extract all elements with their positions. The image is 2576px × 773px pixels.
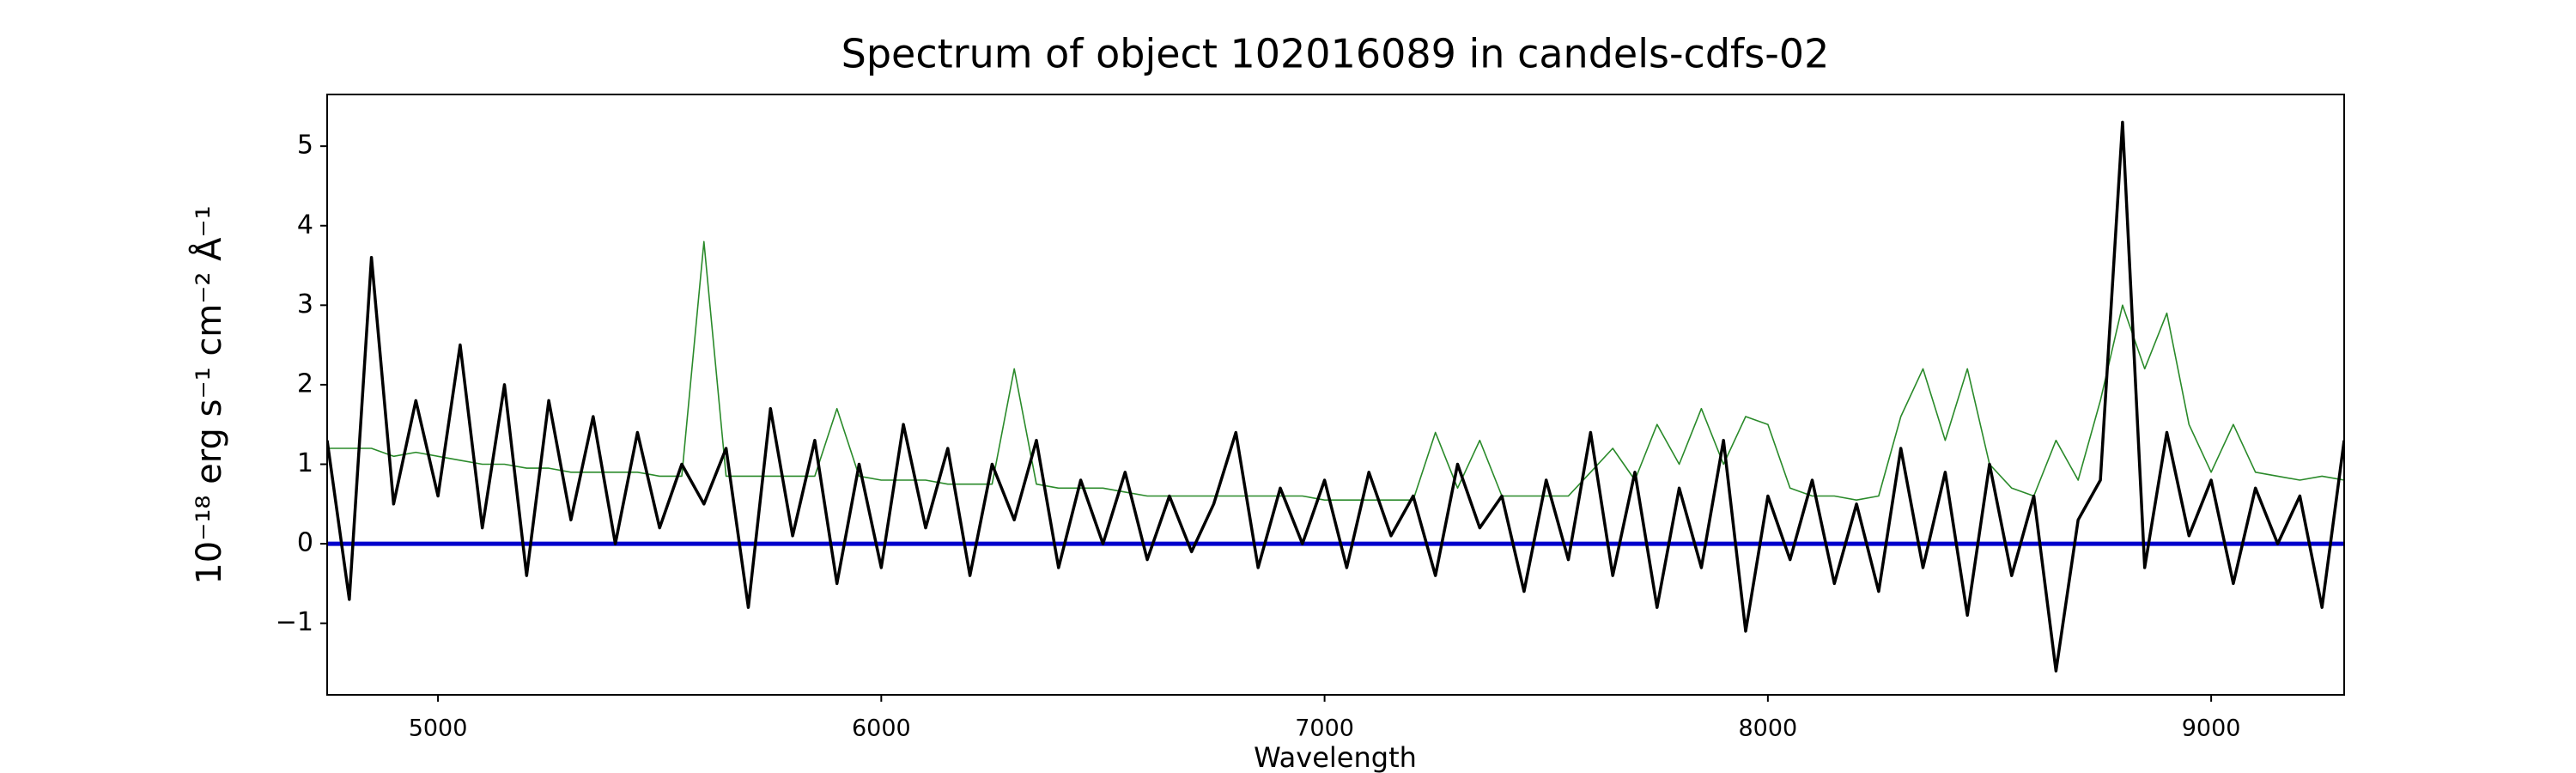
y-tick-label: 4 bbox=[297, 210, 313, 240]
y-tick-label: 2 bbox=[297, 368, 313, 399]
y-tick-label: 3 bbox=[297, 289, 313, 320]
spectrum-line bbox=[327, 120, 2344, 673]
x-tick-label: 9000 bbox=[2182, 715, 2241, 742]
x-axis-label: Wavelength bbox=[1254, 741, 1417, 773]
y-tick-label: −1 bbox=[276, 607, 313, 637]
chart-title: Spectrum of object 102016089 in candels-… bbox=[841, 31, 1830, 77]
plot-frame bbox=[326, 94, 2345, 696]
x-tick-label: 6000 bbox=[852, 715, 911, 742]
y-tick-label: 5 bbox=[297, 131, 313, 161]
spectrum-line bbox=[327, 240, 2344, 501]
y-tick-label: 0 bbox=[297, 528, 313, 558]
x-tick-label: 5000 bbox=[409, 715, 468, 742]
y-axis-label: 10⁻¹⁸ erg s⁻¹ cm⁻² Å⁻¹ bbox=[188, 205, 229, 584]
x-tick-label: 7000 bbox=[1295, 715, 1354, 742]
y-tick-label: 1 bbox=[297, 448, 313, 478]
x-tick-label: 8000 bbox=[1738, 715, 1797, 742]
